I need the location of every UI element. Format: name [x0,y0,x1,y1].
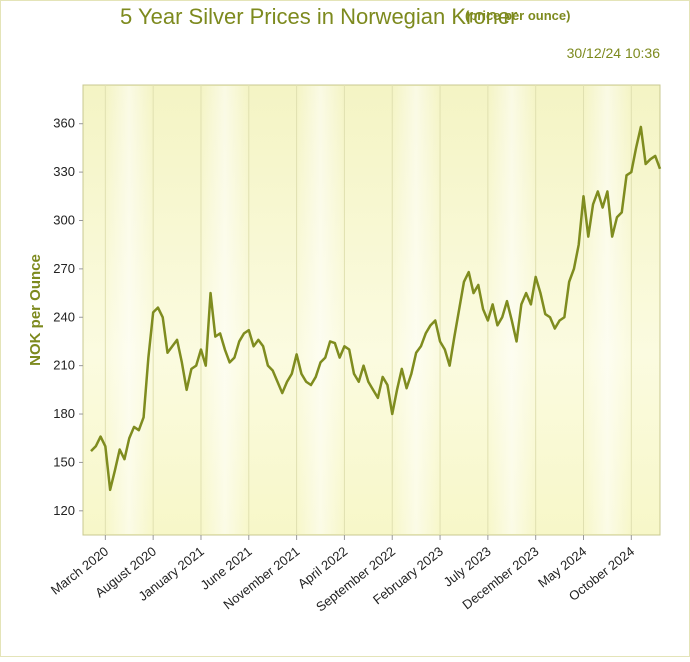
chart-subtitle: (price per ounce) [465,8,570,23]
y-tick-label: 330 [53,164,75,179]
background-band [392,86,441,534]
y-tick-label: 180 [53,406,75,421]
y-tick-label: 120 [53,503,75,518]
y-tick-label: 150 [53,454,75,469]
background-band [200,86,249,534]
chart-title: 5 Year Silver Prices in Norwegian Kroner [120,4,517,29]
background-band [487,86,536,534]
y-tick-label: 210 [53,358,75,373]
timestamp: 30/12/24 10:36 [567,45,661,61]
background-band [105,86,154,534]
background-band [583,86,632,534]
y-tick-label: 300 [53,212,75,227]
price-line [90,125,662,492]
plot-area [82,84,661,536]
y-tick-label: 240 [53,309,75,324]
background-band [296,86,345,534]
y-tick-label: 270 [53,261,75,276]
y-tick-label: 360 [53,116,75,131]
y-axis-label: NOK per Ounce [27,254,44,366]
